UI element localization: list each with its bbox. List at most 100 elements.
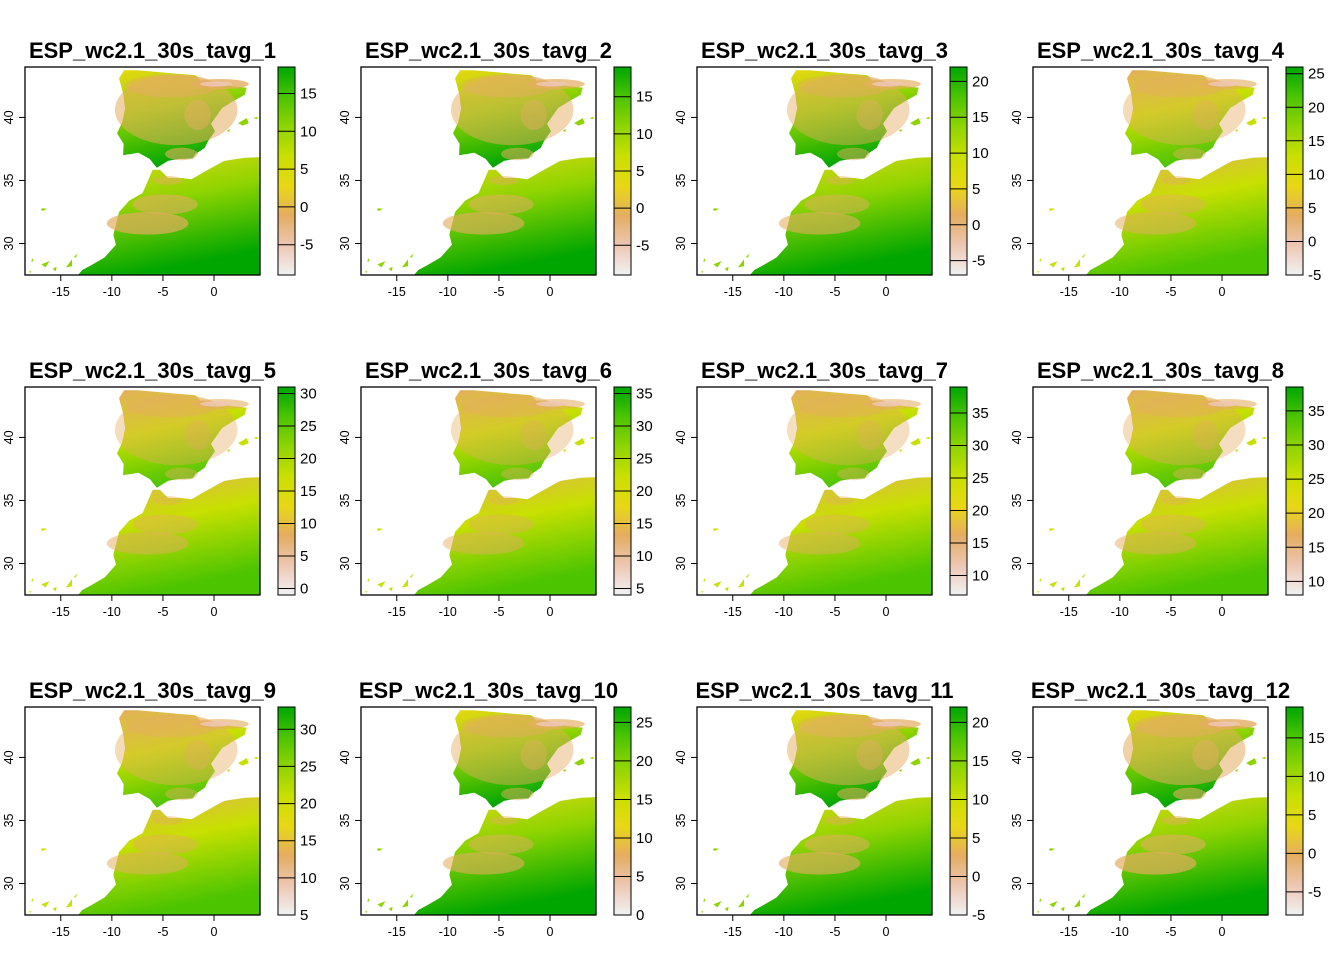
- island: [574, 438, 585, 446]
- y-tick-label: 35: [338, 493, 352, 507]
- island: [703, 898, 706, 902]
- island: [562, 128, 566, 132]
- x-tick-label: -15: [724, 285, 742, 299]
- color-bar-label: -5: [300, 237, 313, 254]
- island: [52, 266, 57, 272]
- x-tick-label: -10: [439, 925, 457, 939]
- relief-area: [1122, 74, 1246, 146]
- island: [737, 899, 744, 908]
- relief-area: [825, 176, 855, 185]
- island: [1037, 270, 1040, 274]
- x-tick-label: -15: [1060, 925, 1078, 939]
- island: [31, 898, 34, 902]
- island: [29, 910, 32, 914]
- x-tick-label: 0: [883, 605, 890, 619]
- island: [1234, 128, 1238, 132]
- island: [703, 578, 706, 582]
- island: [1037, 590, 1040, 594]
- island: [226, 128, 230, 132]
- x-tick-label: -5: [1165, 285, 1176, 299]
- island: [1060, 266, 1065, 272]
- color-bar-label: 0: [636, 200, 644, 217]
- island: [388, 906, 393, 912]
- relief-area: [489, 496, 519, 505]
- relief-area: [520, 99, 547, 131]
- x-tick-label: -5: [829, 925, 840, 939]
- island: [377, 581, 386, 588]
- x-tick-label: -5: [493, 285, 504, 299]
- island: [226, 448, 230, 452]
- island: [1246, 758, 1257, 766]
- island: [745, 253, 750, 258]
- relief-area: [778, 211, 861, 235]
- color-bar-label: 35: [972, 405, 989, 422]
- y-tick-label: 40: [2, 430, 16, 444]
- island: [712, 848, 719, 851]
- relief-area: [836, 147, 870, 161]
- island: [52, 586, 57, 592]
- x-tick-label: -5: [157, 925, 168, 939]
- pyrenees-relief: [536, 401, 569, 407]
- panel-title: ESP_wc2.1_30s_tavg_11: [695, 678, 953, 703]
- y-tick-label: 35: [674, 173, 688, 187]
- y-tick-label: 30: [1010, 556, 1024, 570]
- color-bar-label: 10: [300, 870, 317, 887]
- color-bar-label: 15: [636, 516, 653, 533]
- relief-area: [1114, 211, 1197, 235]
- pyrenees-relief: [536, 721, 569, 727]
- y-tick-label: 40: [674, 110, 688, 124]
- island: [29, 270, 32, 274]
- color-bar-label: 30: [636, 418, 653, 435]
- x-tick-label: 0: [211, 605, 218, 619]
- island: [925, 116, 930, 120]
- x-tick-label: -15: [52, 285, 70, 299]
- island: [365, 270, 368, 274]
- map-panel: ESP_wc2.1_30s_tavg_9 -15 -10 -5 0 30 35 40 5 10 15…: [2, 678, 317, 939]
- panel-title: ESP_wc2.1_30s_tavg_10: [359, 678, 618, 703]
- plot-frame: [360, 706, 597, 916]
- island: [253, 756, 258, 760]
- x-tick-label: -10: [103, 925, 121, 939]
- color-bar-label: 10: [1308, 573, 1325, 590]
- island: [713, 901, 722, 908]
- island: [377, 901, 386, 908]
- pyrenees-relief: [1208, 401, 1241, 407]
- relief-area: [184, 739, 211, 771]
- relief-area: [468, 194, 534, 215]
- relief-area: [797, 394, 890, 418]
- color-bar-label: 5: [1308, 200, 1316, 217]
- color-bar-label: 25: [300, 758, 317, 775]
- color-bar-label: 0: [1308, 845, 1316, 862]
- panel-title: ESP_wc2.1_30s_tavg_6: [365, 358, 612, 383]
- island: [713, 261, 722, 268]
- island: [1261, 116, 1266, 120]
- y-tick-label: 35: [674, 493, 688, 507]
- island: [388, 586, 393, 592]
- x-tick-label: -15: [388, 605, 406, 619]
- island: [40, 208, 47, 211]
- plot-frame: [360, 386, 597, 596]
- color-bar-label: 5: [1308, 807, 1316, 824]
- island: [1234, 768, 1238, 772]
- island: [41, 261, 50, 268]
- pyrenees-relief: [536, 81, 569, 87]
- island: [1234, 448, 1238, 452]
- y-tick-label: 30: [338, 236, 352, 250]
- map-panel: ESP_wc2.1_30s_tavg_3 -15 -10 -5 0 30 35 40 -5 0 5 1…: [674, 38, 989, 299]
- island: [401, 259, 408, 268]
- color-bar-label: 30: [300, 386, 317, 403]
- island: [589, 436, 594, 440]
- island: [745, 893, 750, 898]
- color-bar: [277, 706, 296, 916]
- island: [409, 573, 414, 578]
- y-tick-label: 35: [1010, 173, 1024, 187]
- plot-frame: [24, 66, 261, 276]
- iberia-landmass: [1125, 390, 1255, 488]
- island: [898, 448, 902, 452]
- relief-area: [825, 816, 855, 825]
- island: [31, 258, 34, 262]
- plot-frame: [1032, 386, 1269, 596]
- island: [1073, 899, 1080, 908]
- relief-area: [1192, 739, 1219, 771]
- relief-area: [468, 514, 534, 535]
